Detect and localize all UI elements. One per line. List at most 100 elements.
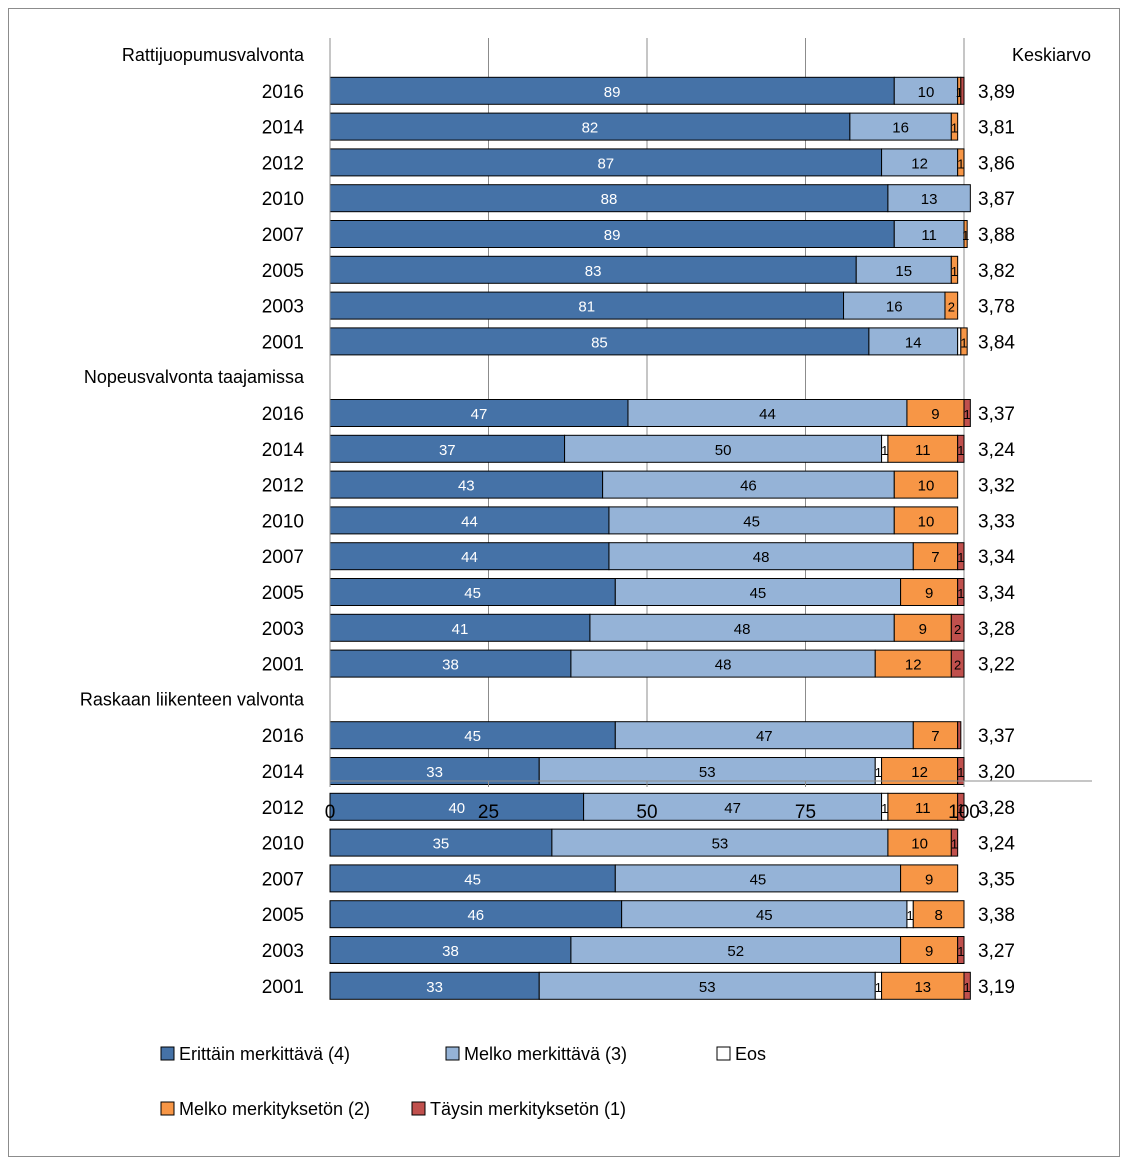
legend-swatch (411, 1101, 426, 1116)
x-tick-label: 100 (948, 802, 980, 823)
bar-segment (881, 757, 959, 785)
mean-value: 3,87 (978, 189, 1015, 210)
bar-segment (329, 828, 553, 857)
data-label: 9 (919, 621, 927, 638)
bar-segment (957, 792, 965, 821)
legend-swatch (160, 1101, 175, 1116)
bar-segment (874, 649, 952, 678)
group-label: Rattijuopumusvalvonta (122, 45, 305, 65)
bar-segment (608, 542, 914, 571)
bar-segment (329, 76, 895, 105)
data-label: 1 (957, 586, 964, 601)
bar-segment (957, 757, 965, 785)
legend-swatch (716, 1046, 731, 1061)
data-label: 2 (948, 300, 955, 315)
year-label: 2007 (262, 547, 304, 568)
data-label: 44 (759, 406, 776, 423)
data-label: 53 (699, 764, 716, 781)
bar-segment (329, 649, 572, 678)
legend-label: Melko merkityksetön (2) (179, 1099, 370, 1119)
data-label: 10 (918, 84, 935, 101)
year-label: 2010 (262, 189, 304, 210)
bar-segment (329, 757, 540, 785)
data-label: 37 (439, 442, 456, 459)
data-label: 45 (750, 871, 767, 888)
bar-segment (957, 434, 965, 463)
data-label: 1 (951, 837, 958, 852)
bar-segment (912, 900, 965, 929)
data-label: 7 (931, 549, 939, 566)
mean-value: 3,37 (978, 404, 1015, 425)
data-label: 13 (914, 979, 931, 996)
bar-segment (551, 828, 889, 857)
year-label: 2010 (262, 511, 304, 532)
bar-segment (887, 434, 959, 463)
data-label: 11 (921, 227, 937, 244)
data-label: 11 (915, 800, 931, 817)
mean-value: 3,32 (978, 476, 1015, 497)
bar-segment (893, 76, 959, 105)
data-label: 1 (875, 765, 882, 780)
bar-segment (950, 613, 965, 642)
year-label: 2012 (262, 476, 304, 497)
year-label: 2001 (262, 655, 304, 676)
bar-segment (893, 506, 959, 535)
mean-value: 3,86 (978, 153, 1015, 174)
bar-segment (602, 470, 895, 499)
data-label: 1 (906, 908, 913, 923)
mean-value: 3,81 (978, 118, 1015, 139)
bar-segment (329, 220, 895, 248)
bar-segment (963, 220, 968, 248)
bar-segment (950, 255, 959, 284)
data-label: 81 (578, 299, 595, 316)
bar-segment (329, 470, 604, 499)
data-label: 53 (699, 979, 716, 996)
year-label: 2016 (262, 82, 304, 103)
legend-swatch (445, 1046, 460, 1061)
data-label: 1 (951, 121, 958, 136)
group-label: Nopeusvalvonta taajamissa (84, 367, 305, 387)
bar-segment (950, 112, 959, 141)
data-label: 2 (954, 622, 961, 637)
year-label: 2016 (262, 726, 304, 747)
data-label: 16 (886, 299, 903, 316)
data-label: 1 (964, 980, 971, 995)
data-label: 9 (925, 943, 933, 960)
bar-segment (843, 291, 946, 320)
data-label: 16 (892, 120, 909, 137)
mean-value: 3,24 (978, 440, 1015, 461)
year-label: 2012 (262, 153, 304, 174)
data-label: 45 (750, 585, 767, 602)
data-label: 1 (956, 85, 963, 100)
year-label: 2007 (262, 225, 304, 246)
mean-header: Keskiarvo (1012, 45, 1091, 65)
data-label: 48 (734, 621, 751, 638)
bar-segment (957, 578, 965, 606)
data-label: 45 (756, 907, 773, 924)
data-label: 44 (461, 549, 478, 566)
year-label: 2007 (262, 869, 304, 890)
mean-value: 3,27 (978, 941, 1015, 962)
data-label: 50 (715, 442, 732, 459)
mean-value: 3,34 (978, 583, 1015, 604)
data-label: 48 (715, 657, 732, 674)
bar-segment (950, 828, 959, 857)
data-label: 33 (426, 764, 443, 781)
bar-segment (950, 649, 965, 678)
mean-value: 3,33 (978, 511, 1015, 532)
legend-label: Eos (735, 1044, 766, 1064)
bar-segment (538, 971, 876, 1000)
legend-label: Erittäin merkittävä (4) (179, 1044, 350, 1064)
data-label: 1 (960, 335, 967, 350)
x-tick-label: 0 (325, 802, 336, 823)
mean-value: 3,20 (978, 762, 1015, 783)
data-label: 15 (895, 263, 912, 280)
bar-segment (614, 864, 902, 893)
legend-swatch (160, 1046, 175, 1061)
bar-segment (944, 291, 959, 320)
bar-segment (329, 148, 883, 177)
data-label: 33 (426, 979, 443, 996)
mean-value: 3,82 (978, 261, 1015, 282)
data-label: 9 (931, 406, 939, 423)
bar-segment (570, 649, 876, 678)
